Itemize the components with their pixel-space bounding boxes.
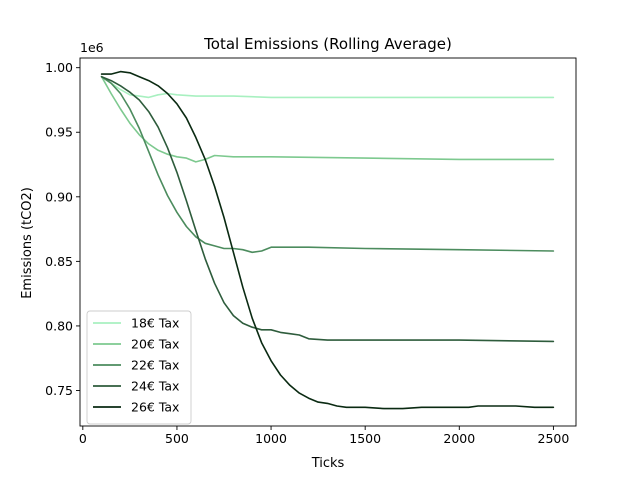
series-line-4 <box>100 70 555 410</box>
series-line-2 <box>100 75 555 254</box>
chart-title: Total Emissions (Rolling Average) <box>203 35 452 53</box>
y-tick-label: 0.90 <box>45 189 73 204</box>
plot-frame <box>79 57 577 427</box>
x-tick-label: 2500 <box>538 431 570 446</box>
legend: 18€ Tax 20€ Tax 22€ Tax 24€ Tax 26€ Tax <box>86 310 192 425</box>
y-offset-label: 1e6 <box>80 40 104 55</box>
y-tick-label: 0.80 <box>45 318 73 333</box>
y-tick-label: 1.00 <box>45 60 73 75</box>
x-tick-label: 1500 <box>349 431 381 446</box>
series-line-0 <box>100 75 555 99</box>
x-tick-label: 500 <box>165 431 189 446</box>
series-line-1 <box>100 75 555 163</box>
axes: 0 500 1000 1500 2000 2500 0.75 0.80 0.85 0.90 0.95… <box>45 57 577 446</box>
y-tick-label: 0.75 <box>45 383 73 398</box>
legend-label-2: 22€ Tax <box>131 358 179 373</box>
x-axis-label: Ticks <box>311 456 345 471</box>
y-tick-label: 0.85 <box>45 254 73 269</box>
x-tick-label: 1000 <box>255 431 287 446</box>
legend-label-4: 26€ Tax <box>131 400 179 415</box>
plot-lines <box>100 70 555 410</box>
legend-label-0: 18€ Tax <box>131 316 179 331</box>
y-axis-label: Emissions (tCO2) <box>20 187 35 299</box>
series-line-3 <box>100 75 555 343</box>
legend-label-3: 24€ Tax <box>131 379 179 394</box>
x-tick-label: 0 <box>79 431 87 446</box>
y-tick-label: 0.95 <box>45 125 73 140</box>
legend-label-1: 20€ Tax <box>131 337 179 352</box>
legend-box <box>86 310 192 425</box>
x-tick-label: 2000 <box>443 431 475 446</box>
